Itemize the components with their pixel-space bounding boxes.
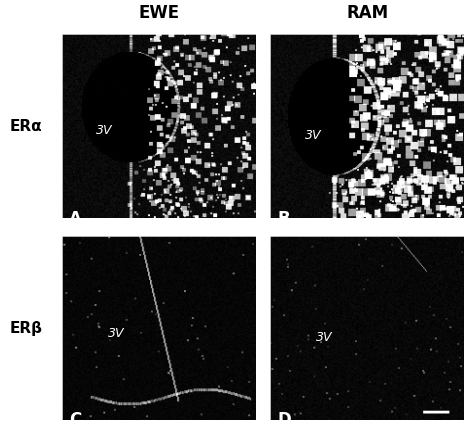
Text: C: C — [69, 411, 82, 429]
Text: ERβ: ERβ — [9, 321, 43, 335]
Text: 3V: 3V — [108, 327, 124, 340]
Text: 3V: 3V — [96, 124, 113, 137]
Text: A: A — [69, 209, 82, 227]
Text: RAM: RAM — [346, 4, 388, 22]
Text: EWE: EWE — [138, 4, 179, 22]
Text: 3V: 3V — [316, 331, 333, 344]
Text: ERα: ERα — [9, 119, 42, 134]
Text: B: B — [278, 209, 291, 227]
Text: 3V: 3V — [305, 129, 321, 142]
Text: D: D — [278, 411, 292, 429]
